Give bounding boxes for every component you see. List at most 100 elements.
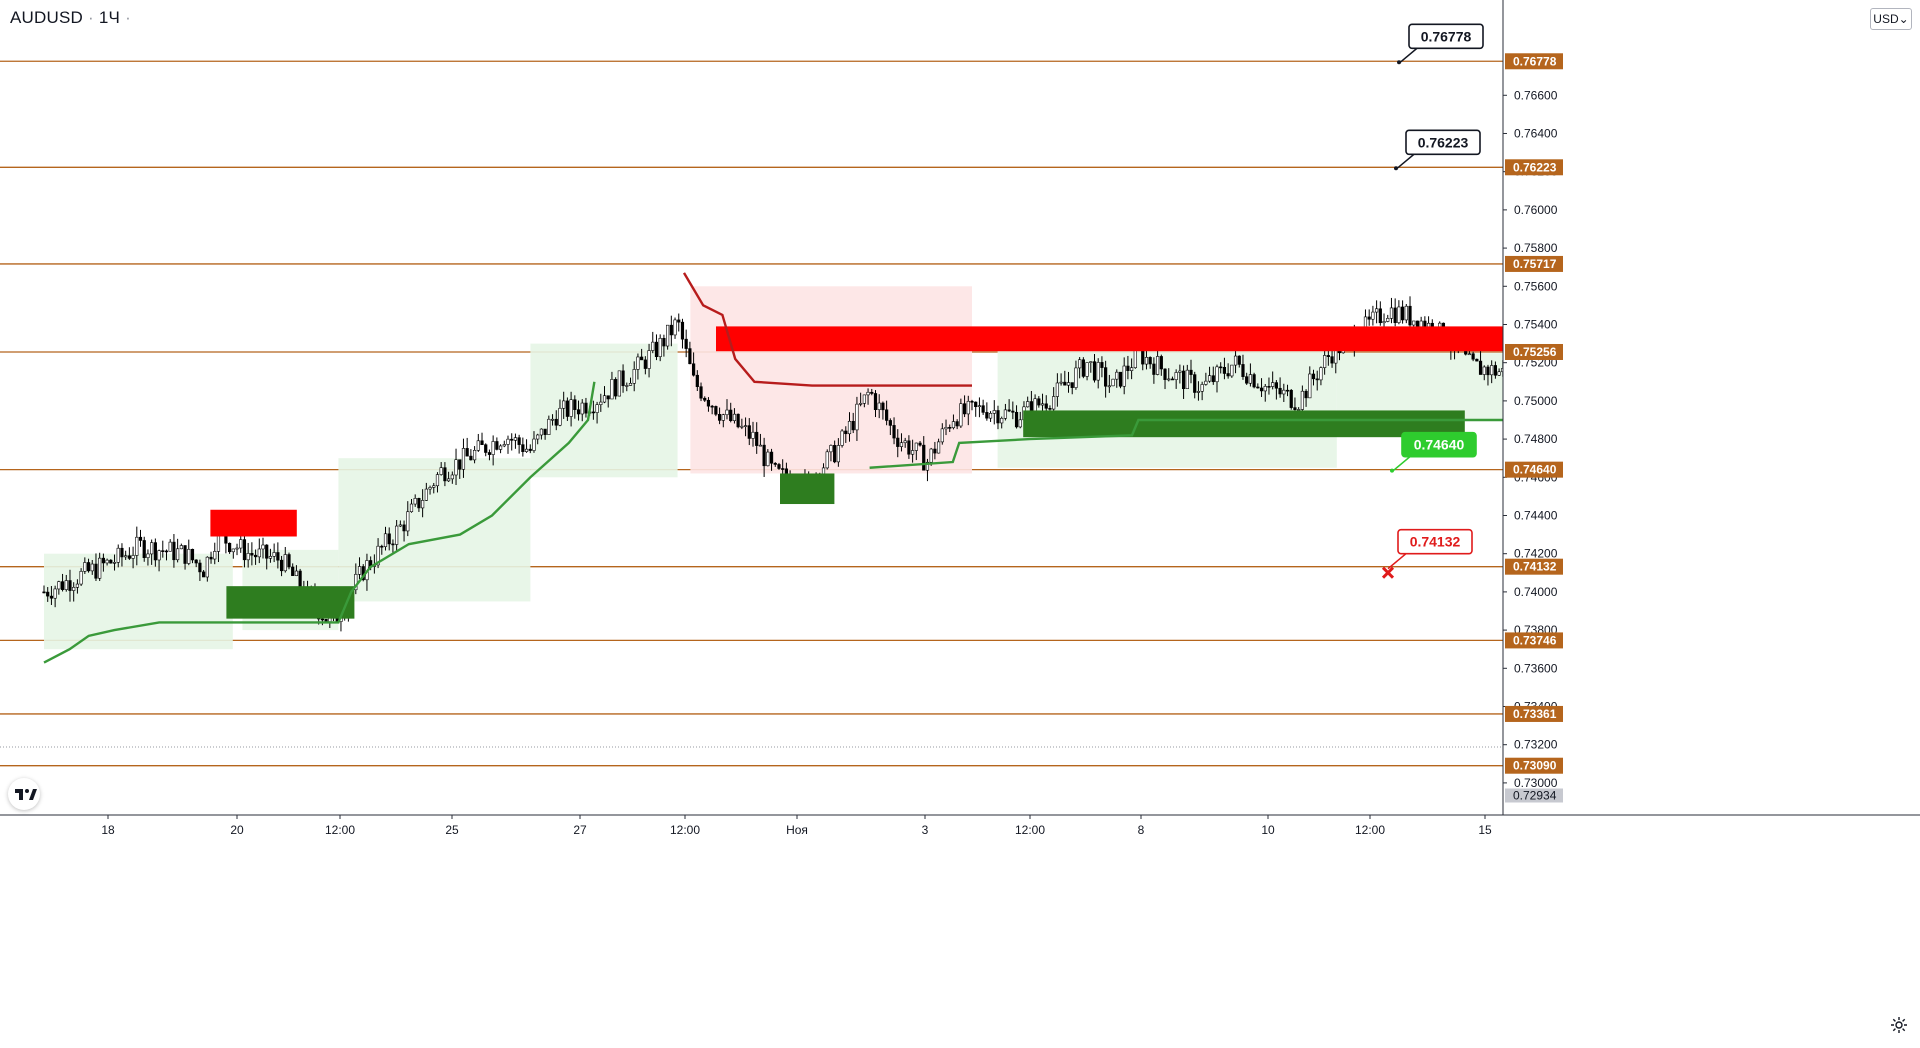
candle-body[interactable] [680, 321, 685, 340]
candle-body[interactable] [974, 401, 978, 408]
candle-body[interactable] [617, 370, 621, 397]
price-axis[interactable] [1503, 0, 1920, 1048]
candle-body[interactable] [72, 586, 76, 591]
candle-body[interactable] [168, 541, 172, 552]
candle-body[interactable] [662, 337, 666, 347]
candle-body[interactable] [443, 467, 447, 482]
candle-body[interactable] [562, 400, 566, 409]
candle-body[interactable] [1282, 389, 1286, 395]
candle-body[interactable] [981, 405, 985, 413]
candle-body[interactable] [614, 379, 618, 397]
candle-body[interactable] [777, 464, 781, 469]
candle-body[interactable] [729, 409, 733, 421]
candle-body[interactable] [988, 413, 993, 419]
candle-body[interactable] [691, 363, 696, 376]
candle-body[interactable] [625, 385, 629, 387]
candle-body[interactable] [1400, 306, 1405, 321]
candle-body[interactable] [510, 438, 514, 441]
candle-body[interactable] [272, 552, 276, 557]
candle-body[interactable] [476, 440, 480, 451]
candle-body[interactable] [42, 591, 46, 594]
candle-body[interactable] [213, 551, 217, 560]
candle-body[interactable] [79, 571, 83, 585]
candle-body[interactable] [487, 452, 492, 455]
candle-body[interactable] [1200, 384, 1204, 392]
candle-body[interactable] [584, 402, 588, 414]
candle-body[interactable] [202, 571, 206, 578]
candle-body[interactable] [49, 595, 54, 599]
candle-body[interactable] [1122, 365, 1126, 387]
candle-body[interactable] [580, 402, 584, 415]
level-price-tag[interactable] [1505, 705, 1563, 722]
candle-body[interactable] [1330, 356, 1334, 364]
candle-body[interactable] [1274, 382, 1278, 389]
candle-body[interactable] [1018, 419, 1022, 428]
candle-body[interactable] [261, 544, 265, 550]
candle-body[interactable] [447, 478, 451, 482]
candle-body[interactable] [1226, 373, 1230, 377]
candle-body[interactable] [164, 550, 169, 553]
candle-body[interactable] [1408, 305, 1412, 326]
candle-body[interactable] [1115, 371, 1119, 380]
candle-body[interactable] [996, 410, 1000, 424]
candle-body[interactable] [1386, 318, 1390, 322]
candle-body[interactable] [1167, 378, 1171, 381]
candle-body[interactable] [851, 420, 855, 431]
candle-body[interactable] [1026, 401, 1030, 408]
candle-body[interactable] [703, 397, 707, 401]
candle-body[interactable] [706, 399, 711, 407]
last-price-tag[interactable] [1505, 788, 1563, 803]
candle-body[interactable] [1252, 374, 1256, 388]
candle-body[interactable] [250, 553, 254, 556]
candle-body[interactable] [721, 414, 725, 421]
candle-body[interactable] [57, 581, 61, 590]
candle-body[interactable] [725, 409, 729, 416]
candle-body[interactable] [142, 540, 146, 558]
candle-body[interactable] [732, 413, 737, 421]
candle-body[interactable] [602, 395, 607, 403]
candle-body[interactable] [458, 459, 462, 470]
candle-body[interactable] [109, 559, 113, 564]
candle-body[interactable] [1178, 370, 1182, 373]
candle-body[interactable] [751, 431, 755, 439]
candle-body[interactable] [387, 533, 391, 545]
candle-body[interactable] [68, 580, 72, 591]
candle-body[interactable] [1163, 368, 1167, 380]
candle-body[interactable] [176, 548, 180, 561]
candle-body[interactable] [1219, 366, 1223, 369]
candle-body[interactable] [766, 451, 770, 467]
candle-body[interactable] [877, 402, 881, 410]
candle-body[interactable] [105, 559, 109, 564]
candle-body[interactable] [1245, 376, 1249, 384]
candle-body[interactable] [1170, 378, 1175, 381]
candle-body[interactable] [1278, 387, 1282, 395]
candle-body[interactable] [1104, 367, 1108, 387]
candle-body[interactable] [398, 524, 402, 527]
candle-body[interactable] [640, 356, 644, 361]
candle-body[interactable] [1393, 307, 1397, 324]
candle-body[interactable] [484, 444, 488, 453]
candle-body[interactable] [231, 548, 235, 553]
candle-body[interactable] [658, 337, 662, 358]
candle-body[interactable] [64, 580, 68, 590]
candle-body[interactable] [929, 448, 933, 463]
candle-body[interactable] [1308, 373, 1312, 399]
candle-body[interactable] [1037, 398, 1041, 406]
candle-body[interactable] [242, 539, 247, 561]
candle-body[interactable] [1007, 409, 1011, 412]
candle-body[interactable] [844, 430, 848, 435]
candle-body[interactable] [417, 498, 421, 509]
candle-body[interactable] [276, 552, 280, 561]
candle-body[interactable] [75, 583, 80, 588]
candle-body[interactable] [1085, 362, 1089, 377]
candle-body[interactable] [940, 428, 944, 443]
candle-body[interactable] [1475, 358, 1479, 362]
candle-body[interactable] [472, 450, 477, 461]
candle-body[interactable] [1152, 363, 1156, 375]
candle-body[interactable] [513, 437, 518, 441]
candle-body[interactable] [539, 428, 544, 436]
resistance-zone[interactable] [210, 509, 297, 537]
candle-body[interactable] [402, 524, 406, 532]
